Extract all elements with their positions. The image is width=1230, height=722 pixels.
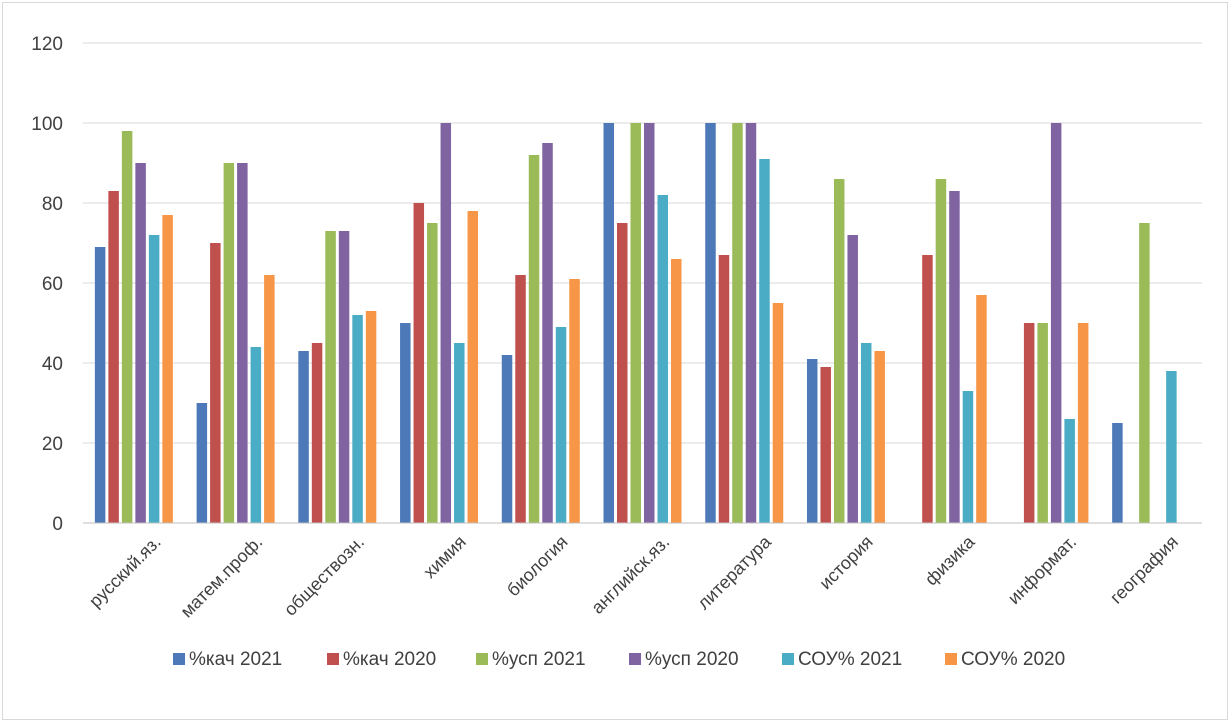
x-category-label: матем.проф. [177,532,267,622]
bar-6-5 [569,279,580,523]
bar-3-2 [223,163,235,523]
bar-6-7 [772,303,784,523]
y-tick-label: 120 [31,34,63,55]
bar-4-2 [237,163,248,523]
bar-2-9 [922,255,933,523]
bar-6-2 [264,275,275,523]
bar-3-9 [935,179,947,523]
bar-5-11 [1166,371,1177,523]
bar-6-1 [162,215,173,523]
bar-5-9 [962,391,974,523]
legend-swatch [173,653,185,665]
x-category-label: биология [503,532,572,601]
bar-3-3 [325,231,336,523]
bars [94,123,1177,523]
legend-label: СОУ% 2020 [961,649,1065,670]
bar-6-3 [365,311,377,523]
bar-6-4 [467,211,479,523]
y-axis-ticks: 0 20 40 60 80 100 120 [31,34,63,535]
bar-5-6 [657,195,668,523]
bar-4-9 [949,191,960,523]
bar-6-8 [874,351,885,523]
legend-label: СОУ% 2021 [798,649,902,670]
bar-chart: 0 20 40 60 80 100 120 русский.яз. матем.проф. об… [31,34,1202,670]
bar-2-10 [1023,323,1035,523]
bar-1-6 [603,123,614,523]
bar-5-3 [352,315,363,523]
legend-label: %усп 2021 [492,649,586,670]
legend-swatch [629,653,641,665]
y-tick-label: 100 [31,114,63,135]
bar-1-4 [400,323,411,523]
bar-3-6 [630,123,641,523]
legend-swatch [476,653,488,665]
legend: %кач 2021 %кач 2020 %усп 2021 %усп 2020 СОУ%… [173,649,1065,670]
x-axis-categories: русский.яз. матем.проф. обществозн. химия би… [85,531,1182,622]
bar-1-11 [1112,423,1123,523]
x-category-label: физика [921,531,979,589]
x-category-label: литература [693,531,775,613]
bar-3-4 [427,223,438,523]
legend-label: %кач 2020 [343,649,436,670]
bar-4-5 [542,143,553,523]
y-tick-label: 80 [42,194,63,215]
bar-5-4 [454,343,465,523]
legend-label: %усп 2020 [645,649,739,670]
bar-6-10 [1077,323,1089,523]
y-tick-label: 20 [42,434,63,455]
bar-4-4 [440,123,452,523]
bar-1-7 [705,123,716,523]
bar-1-1 [94,247,106,523]
x-category-label: английск.яз. [587,532,673,618]
bar-4-10 [1050,123,1062,523]
bar-3-1 [121,131,133,523]
legend-swatch [945,653,957,665]
legend-swatch [782,653,794,665]
bar-6-6 [671,259,682,523]
bar-5-1 [148,235,160,523]
bar-2-3 [311,343,323,523]
bar-1-2 [196,403,208,523]
x-category-label: обществозн. [280,532,368,620]
bar-3-10 [1037,323,1048,523]
bar-1-3 [298,351,309,523]
x-category-label: география [1106,532,1182,608]
x-category-label: история [815,532,876,593]
x-category-label: информат. [1004,532,1080,608]
y-tick-label: 0 [52,514,63,535]
bar-5-2 [250,347,262,523]
bar-4-8 [847,235,858,523]
bar-3-7 [732,123,743,523]
legend-swatch [327,653,339,665]
bar-4-6 [644,123,655,523]
bar-6-9 [976,295,987,523]
bar-1-8 [806,359,818,523]
legend-label: %кач 2021 [189,649,282,670]
bar-4-1 [135,163,146,523]
bar-4-3 [338,231,350,523]
bar-2-5 [515,275,526,523]
bar-2-6 [617,223,628,523]
y-tick-label: 60 [42,274,63,295]
bar-2-8 [820,367,831,523]
bar-5-7 [759,159,770,523]
bar-5-5 [555,327,567,523]
x-category-label: русский.яз. [85,532,165,612]
y-tick-label: 40 [42,354,63,375]
bar-5-8 [860,343,872,523]
bar-2-2 [210,243,221,523]
x-category-label: химия [420,532,470,582]
bar-3-5 [528,155,540,523]
bar-2-4 [413,203,425,523]
bar-3-8 [833,179,845,523]
bar-5-10 [1064,419,1075,523]
bar-2-1 [108,191,119,523]
bar-3-11 [1139,223,1150,523]
bar-4-7 [745,123,757,523]
bar-2-7 [718,255,730,523]
bar-1-5 [501,355,513,523]
